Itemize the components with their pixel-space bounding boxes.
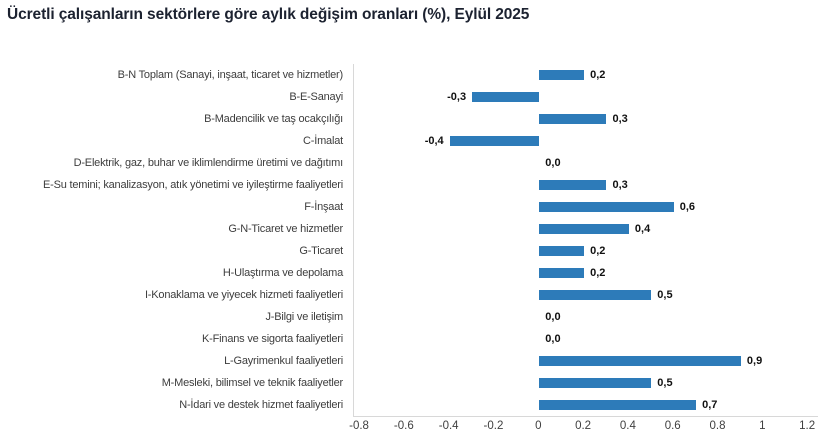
bar [539, 400, 697, 410]
bar-value-label: 0,9 [746, 355, 763, 367]
bar [539, 246, 585, 256]
bar [539, 290, 652, 300]
category-label: I-Konaklama ve yiyecek hizmeti faaliyetl… [144, 289, 343, 301]
x-axis-tick-label: -0.6 [393, 420, 414, 432]
bar-value-label: 0,2 [590, 69, 606, 81]
category-label: B-Madencilik ve taş ocakçılığı [204, 113, 343, 125]
category-label: G-N-Ticaret ve hizmetler [228, 223, 343, 235]
bar [539, 356, 741, 366]
category-label: C-İmalat [303, 135, 343, 147]
bar-value-label: 0,2 [590, 245, 606, 257]
bar-value-label: -0,3 [447, 91, 467, 103]
category-label: D-Elektrik, gaz, buhar ve iklimlendirme … [73, 157, 344, 169]
bar-value-label: 0,3 [612, 179, 628, 191]
x-axis-tick-label: 0.4 [619, 420, 636, 432]
x-axis-tick-label: -0.4 [438, 420, 459, 432]
category-label: B-N Toplam (Sanayi, inşaat, ticaret ve h… [117, 69, 344, 81]
bar-value-label: 0,4 [634, 223, 651, 235]
bar [539, 268, 585, 278]
bar-value-label: 0,5 [657, 289, 673, 301]
bar-value-label: 0,0 [545, 333, 561, 345]
category-label: L-Gayrimenkul faaliyetleri [224, 355, 343, 367]
x-axis-tick-label: 0.8 [709, 420, 726, 432]
bar-value-label: 0,3 [612, 113, 628, 125]
x-axis-tick-label: 1.2 [799, 420, 816, 432]
bar-value-label: 0,7 [702, 399, 718, 411]
bar-value-label: 0,6 [679, 201, 695, 213]
category-label: H-Ulaştırma ve depolama [222, 267, 343, 279]
x-axis-tick-label: -0.2 [483, 420, 504, 432]
bar-value-label: 0,5 [657, 377, 673, 389]
bar-value-label: 0,0 [545, 311, 561, 323]
category-label: M-Mesleki, bilimsel ve teknik faaliyetle… [161, 377, 344, 389]
bar-value-label: 0,0 [545, 157, 561, 169]
category-label: F-İnşaat [304, 201, 343, 213]
bar-value-label: -0,4 [424, 135, 444, 147]
x-axis-tick-label: 0 [535, 420, 542, 432]
bar [539, 70, 585, 80]
category-axis-labels: B-N Toplam (Sanayi, inşaat, ticaret ve h… [0, 64, 349, 416]
x-axis-tick-label: 1 [759, 420, 766, 432]
x-axis-tick-label: 0.2 [575, 420, 592, 432]
bar [472, 92, 540, 102]
x-axis-tick-label: -0.8 [349, 420, 369, 432]
category-label: J-Bilgi ve iletişim [265, 311, 344, 323]
category-label: G-Ticaret [299, 245, 343, 257]
bar [539, 378, 652, 388]
plot-area: 0,2 -0,3 0,3 -0,4 0,0 0,3 0,6 0,4 0,2 0,2 0,5 0,0 0,… [353, 64, 818, 417]
category-label: E-Su temini; kanalizasyon, atık yönetimi… [42, 179, 343, 191]
bar [539, 224, 629, 234]
bar [539, 202, 674, 212]
bar-value-label: 0,2 [590, 267, 606, 279]
x-axis-tick-label: 0.6 [664, 420, 681, 432]
x-axis: -0.8 -0.6 -0.4 -0.2 0 0.2 0.4 0.6 0.8 1 1.2 [349, 420, 817, 436]
bar [539, 114, 607, 124]
category-label: K-Finans ve sigorta faaliyetleri [202, 333, 343, 345]
bar [449, 136, 540, 146]
category-label: B-E-Sanayi [289, 91, 343, 103]
category-label: N-İdari ve destek hizmet faaliyetleri [179, 399, 343, 411]
chart-title: Ücretli çalışanların sektörlere göre ayl… [7, 6, 530, 23]
bar [539, 180, 607, 190]
